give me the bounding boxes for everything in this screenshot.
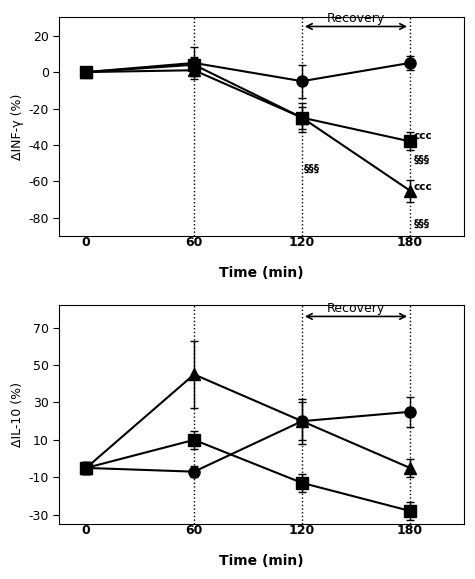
Text: §§§: §§§: [414, 155, 430, 164]
Text: §§§: §§§: [414, 218, 430, 228]
Text: 180: 180: [397, 236, 423, 249]
Text: 60: 60: [185, 236, 203, 249]
X-axis label: Time (min): Time (min): [219, 554, 304, 568]
Text: 0: 0: [82, 524, 91, 537]
Text: §§§: §§§: [304, 164, 320, 174]
Text: ccc: ccc: [414, 131, 432, 141]
Text: Recovery: Recovery: [327, 12, 385, 25]
Text: 120: 120: [289, 236, 315, 249]
Y-axis label: ΔINF-γ (%): ΔINF-γ (%): [11, 94, 24, 160]
Text: Recovery: Recovery: [327, 302, 385, 314]
X-axis label: Time (min): Time (min): [219, 266, 304, 280]
Y-axis label: ΔIL-10 (%): ΔIL-10 (%): [11, 382, 24, 447]
Text: 180: 180: [397, 524, 423, 537]
Text: ccc: ccc: [414, 182, 432, 192]
Text: 0: 0: [82, 236, 91, 249]
Text: 60: 60: [185, 524, 203, 537]
Text: 120: 120: [289, 524, 315, 537]
